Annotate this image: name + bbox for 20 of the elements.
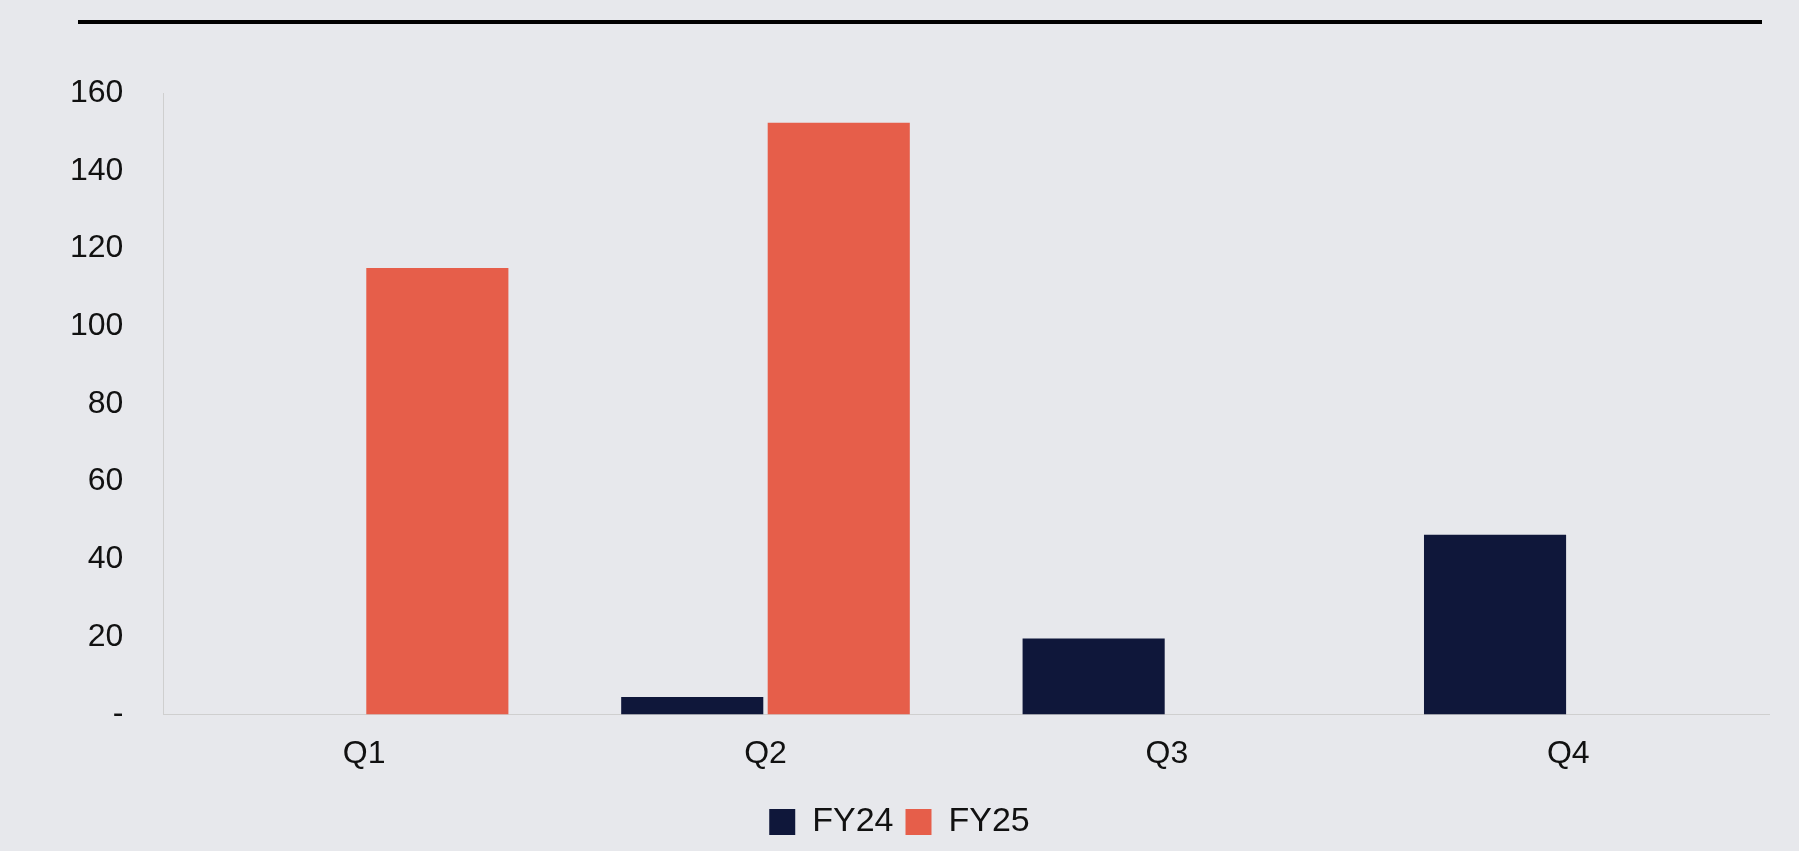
- legend-label: FY25: [948, 800, 1030, 839]
- y-tick-label: 80: [87, 383, 124, 420]
- y-tick-label: 140: [70, 150, 124, 187]
- y-tick-label: 120: [70, 228, 124, 265]
- x-tick-label: Q4: [1546, 733, 1590, 770]
- y-tick-label: 160: [70, 73, 124, 110]
- y-tick-label: 40: [87, 539, 124, 576]
- x-tick-label: Q2: [744, 733, 787, 770]
- y-tick-label: 60: [87, 461, 124, 498]
- y-tick-label: -: [112, 694, 124, 731]
- x-tick-label: Q1: [342, 733, 386, 770]
- bar: [1423, 534, 1567, 715]
- y-tick-label: 20: [87, 616, 124, 653]
- x-tick-label: Q3: [1145, 733, 1189, 770]
- y-tick-label: 100: [70, 306, 124, 343]
- bar: [1022, 638, 1165, 715]
- bar: [621, 697, 764, 715]
- bar: [366, 267, 509, 715]
- legend-label: FY24: [812, 800, 894, 839]
- bar: [767, 122, 910, 715]
